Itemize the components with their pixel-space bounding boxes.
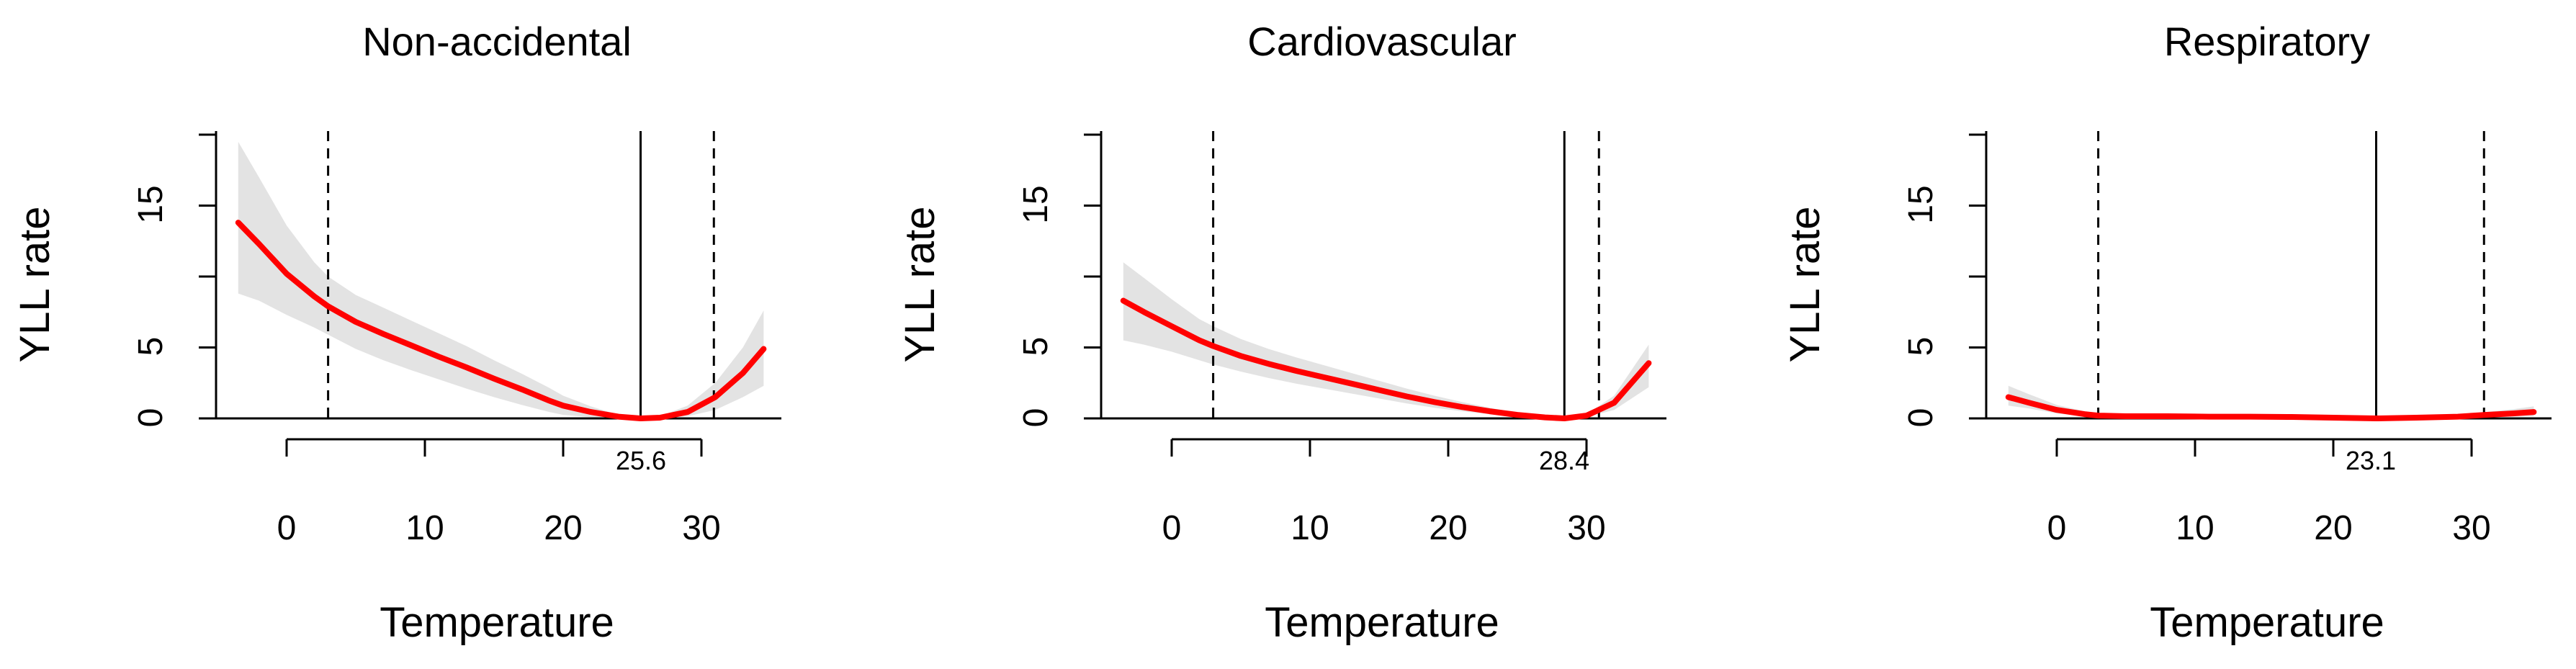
- x-tick-label-1: 10: [2176, 509, 2214, 547]
- y-axis-label: YLL rate: [12, 206, 58, 362]
- x-tick-label-2: 20: [1429, 509, 1467, 547]
- x-tick-label-3: 30: [682, 509, 720, 547]
- panel-respiratory: Respiratory YLL rate Temperature 0 5 15 …: [1782, 19, 2491, 646]
- x-tick-label-2: 20: [544, 509, 582, 547]
- x-axis-label: Temperature: [2150, 599, 2384, 646]
- y-tick-label-0: 0: [1017, 408, 1055, 428]
- y-tick-label-2: 15: [1902, 185, 1940, 223]
- panel-title: Respiratory: [2164, 19, 2370, 64]
- x-tick-label-0: 0: [277, 509, 297, 547]
- x-tick-label-1: 10: [405, 509, 444, 547]
- x-tick-label-0: 0: [2047, 509, 2067, 547]
- y-tick-label-2: 15: [1017, 185, 1055, 223]
- panel-title: Non-accidental: [362, 19, 632, 64]
- y-axis-label: YLL rate: [1782, 206, 1828, 362]
- y-tick-labels: 0 5 15: [1017, 185, 1055, 427]
- panel-title: Cardiovascular: [1247, 19, 1517, 64]
- series-line: [235, 220, 767, 421]
- y-axis-label: YLL rate: [897, 206, 943, 362]
- panel-1-marks: [1084, 131, 1666, 457]
- x-tick-labels: 0 10 20 30: [2047, 509, 2491, 547]
- y-tick-labels: 0 5 15: [1902, 185, 1940, 427]
- confidence-band: [238, 141, 764, 418]
- y-tick-label-0: 0: [1902, 408, 1940, 428]
- optimum-label: 25.6: [616, 446, 666, 475]
- confidence-band: [1123, 262, 1649, 418]
- x-tick-label-1: 10: [1291, 509, 1329, 547]
- x-axis-label: Temperature: [380, 599, 614, 646]
- chart-marks: [199, 131, 2552, 457]
- x-tick-label-3: 30: [2452, 509, 2490, 547]
- x-axis-label: Temperature: [1265, 599, 1499, 646]
- optimum-label: 23.1: [2346, 446, 2396, 475]
- y-tick-labels: 0 5 15: [132, 185, 170, 427]
- y-tick-label-1: 5: [1017, 337, 1055, 356]
- y-tick-label-2: 15: [132, 185, 170, 223]
- x-tick-labels: 0 10 20 30: [1162, 509, 1606, 547]
- optimum-label: 28.4: [1539, 446, 1589, 475]
- x-tick-label-2: 20: [2314, 509, 2352, 547]
- series-line: [2005, 394, 2537, 421]
- panel-cardiovascular: Cardiovascular YLL rate Temperature 0 5 …: [897, 19, 1606, 646]
- x-tick-label-3: 30: [1567, 509, 1605, 547]
- y-tick-label-0: 0: [132, 408, 170, 428]
- x-tick-labels: 0 10 20 30: [277, 509, 721, 547]
- x-tick-label-0: 0: [1162, 509, 1182, 547]
- y-tick-label-1: 5: [132, 337, 170, 356]
- series-line: [1120, 297, 1652, 421]
- panel-2-marks: [1969, 131, 2552, 457]
- panel-0-marks: [199, 131, 781, 457]
- y-tick-label-1: 5: [1902, 337, 1940, 356]
- panel-non-accidental: Non-accidental YLL rate Temperature 0 5 …: [12, 19, 721, 646]
